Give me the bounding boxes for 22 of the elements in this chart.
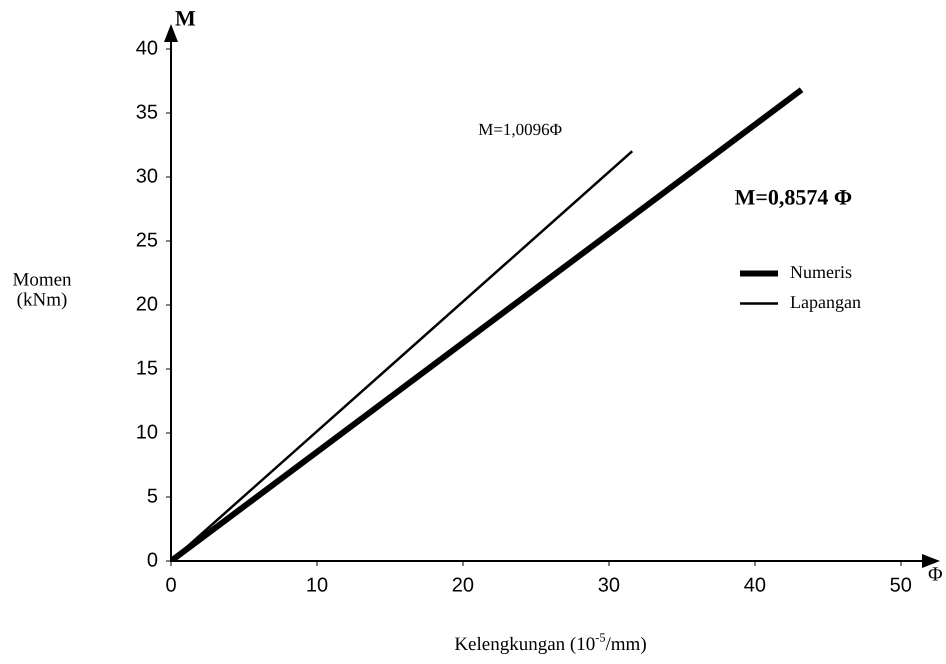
y-axis-title: Momen (kNm)	[12, 269, 72, 310]
y-tick-label: 40	[136, 37, 158, 60]
y-tick-label: 35	[136, 101, 158, 124]
legend-label: Numeris	[790, 262, 852, 282]
x-tick-label: 0	[165, 574, 177, 597]
legend-label: Lapangan	[790, 292, 861, 312]
x-tick-label: 20	[452, 574, 474, 597]
y-tick-label: 15	[136, 357, 158, 380]
y-tick-label: 10	[136, 421, 158, 444]
y-tick-label: 30	[136, 165, 158, 188]
x-tick-label: 10	[306, 574, 328, 597]
x-tick-label: 40	[744, 574, 766, 597]
y-tick-label: 25	[136, 229, 158, 252]
y-tick-label: 5	[146, 485, 158, 508]
x-tick-label: 30	[598, 574, 620, 597]
y-tick-label: 20	[136, 293, 158, 316]
annotation: M=0,8574 Φ	[734, 184, 852, 210]
text: M	[175, 6, 196, 31]
text: Φ	[928, 563, 943, 586]
x-tick-label: 50	[890, 574, 912, 597]
annotation: M=1,0096Φ	[478, 120, 562, 139]
y-tick-label: 0	[146, 550, 158, 572]
